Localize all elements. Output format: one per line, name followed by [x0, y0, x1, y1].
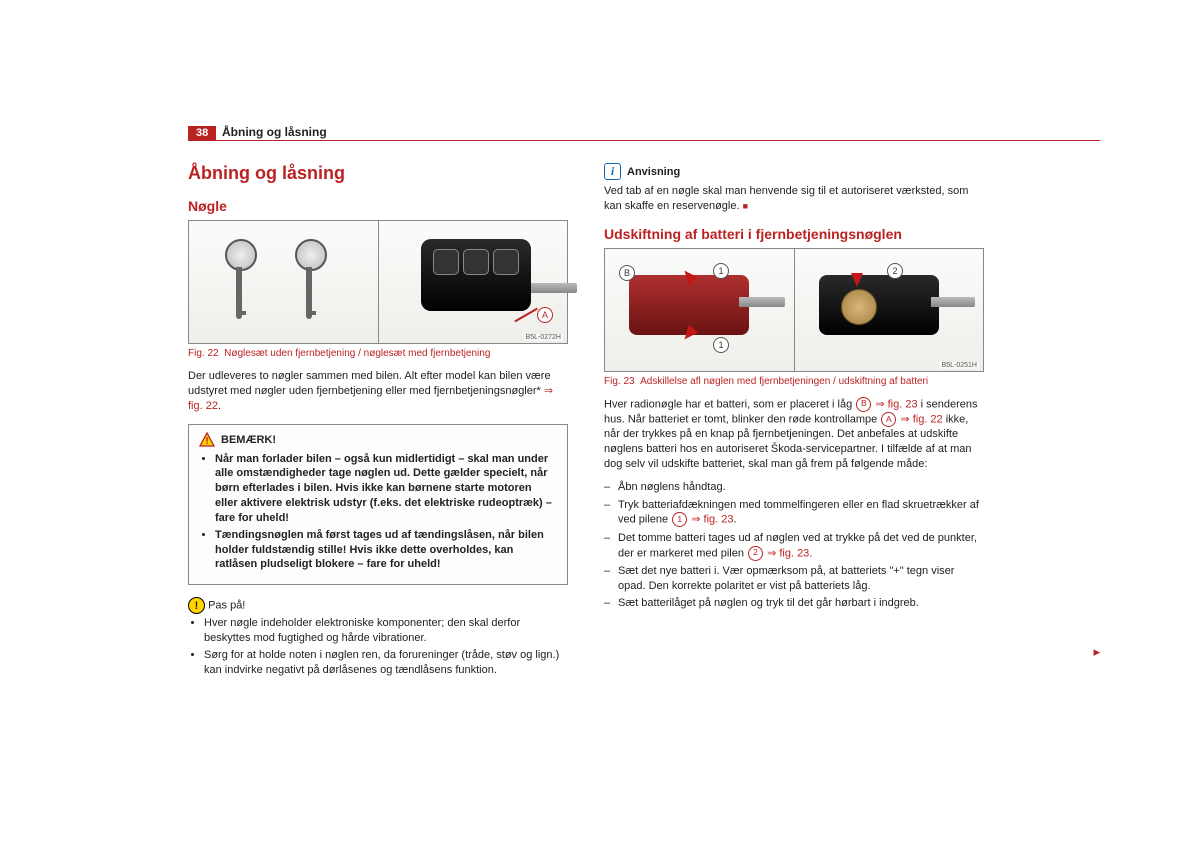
step-3: Det tomme batteri tages ud af nøglen ved… [604, 531, 984, 561]
warning-box: ! BEMÆRK! Når man forlader bilen – også … [188, 424, 568, 586]
red-arrow-3 [851, 273, 863, 287]
callout-marker-2: 2 [887, 263, 903, 279]
continuation-arrow-icon: ▸ [1093, 644, 1100, 660]
step-1: Åbn nøglens håndtag. [604, 480, 984, 495]
inline-marker-2: 2 [748, 546, 763, 561]
note-title: Anvisning [627, 166, 680, 178]
callout-marker-1-bottom: 1 [713, 337, 729, 353]
figure-divider-2 [794, 249, 795, 371]
warning-header: ! BEMÆRK! [199, 432, 557, 448]
figure-23-caption: Fig. 23 Adskillelse afl nøglen med fjern… [604, 376, 984, 387]
fig-ref-22b: ⇒ fig. 22 [900, 413, 942, 425]
warning-list: Når man forlader bilen – også kun midler… [199, 452, 557, 573]
figure-22-caption: Fig. 22 Nøglesæt uden fjernbetjening / n… [188, 348, 568, 359]
chapter-title: Åbning og låsning [188, 163, 568, 184]
callout-marker-1-top: 1 [713, 263, 729, 279]
section-end-marker: ■ [743, 201, 748, 211]
figure-code-2: B5L-0251H [940, 362, 979, 369]
steps-list: Åbn nøglens håndtag. Tryk batteriafdækni… [604, 480, 984, 612]
callout-marker-a: A [537, 307, 553, 323]
step-2b: . [734, 514, 737, 526]
key-blade-2 [306, 267, 312, 319]
left-column: Åbning og låsning Nøgle A B5L-0272H [188, 163, 568, 682]
step-4: Sæt det nye batteri i. Vær opmærksom på,… [604, 564, 984, 594]
figure-divider [378, 221, 379, 343]
intro-paragraph: Der udleveres to nøgler sammen med bilen… [188, 369, 568, 414]
note-text: Ved tab af en nøgle skal man henvende si… [604, 185, 968, 212]
figure-label-23: Fig. 23 [604, 376, 635, 387]
caution-item-1: Hver nøgle indeholder elektroniske kompo… [204, 616, 568, 646]
header-rule [188, 140, 1100, 141]
inline-marker-1: 1 [672, 512, 687, 527]
key-blade-right [931, 297, 975, 307]
inline-marker-a: A [881, 412, 896, 427]
step-5: Sæt batterilåget på nøglen og tryk til d… [604, 596, 984, 611]
section-title-keys: Nøgle [188, 198, 568, 214]
inline-marker-b: B [856, 397, 871, 412]
figure-caption-text-23: Adskillelse afl nøglen med fjernbetjenin… [640, 376, 928, 387]
key-blade-left [739, 297, 785, 307]
step-2: Tryk batteriafdækningen med tommelfinger… [604, 498, 984, 528]
step-3b: . [809, 547, 812, 559]
manual-page: 38 Åbning og låsning Åbning og låsning N… [0, 0, 1200, 722]
fob-button-trunk-icon [463, 249, 489, 275]
right-column: i Anvisning Ved tab af en nøgle skal man… [604, 163, 984, 682]
remote-key-fob [421, 239, 531, 311]
fig-ref-23c: ⇒ fig. 23 [767, 547, 809, 559]
key-body-black [819, 275, 939, 335]
key-blade-1 [236, 267, 242, 319]
figure-22: A B5L-0272H [188, 220, 568, 344]
figure-label: Fig. 22 [188, 348, 219, 359]
info-icon: i [604, 163, 621, 180]
figure-caption-text: Nøglesæt uden fjernbetjening / nøglesæt … [224, 348, 490, 359]
figure-23: B 1 1 2 B5L-0251H [604, 248, 984, 372]
fig-ref-23b: ⇒ fig. 23 [691, 514, 733, 526]
intro-end: . [218, 400, 221, 412]
note-header: i Anvisning [604, 163, 984, 180]
battery-coin-icon [841, 289, 877, 325]
caution-header: ! Pas på! [188, 597, 568, 614]
warning-triangle-icon: ! [199, 432, 215, 448]
warning-title: BEMÆRK! [221, 434, 276, 446]
fob-key-blade [531, 283, 577, 293]
caution-list: Hver nøgle indeholder elektroniske kompo… [188, 616, 568, 677]
figure-code: B5L-0272H [524, 334, 563, 341]
fig-ref-23a: ⇒ fig. 23 [875, 398, 917, 410]
svg-text:!: ! [205, 436, 208, 447]
p1-a: Hver radionøgle har et batteri, som er p… [604, 398, 855, 410]
warning-item-1: Når man forlader bilen – også kun midler… [215, 452, 557, 526]
fob-button-unlock-icon [493, 249, 519, 275]
section-title-battery: Udskiftning af batteri i fjernbetjenings… [604, 226, 984, 242]
note-paragraph: Ved tab af en nøgle skal man henvende si… [604, 184, 984, 214]
caution-item-2: Sørg for at holde noten i nøglen ren, da… [204, 648, 568, 678]
caution-title: Pas på! [208, 600, 245, 612]
battery-paragraph: Hver radionøgle har et batteri, som er p… [604, 397, 984, 472]
two-column-layout: Åbning og låsning Nøgle A B5L-0272H [188, 163, 1080, 682]
intro-text: Der udleveres to nøgler sammen med bilen… [188, 370, 551, 397]
fob-button-lock-icon [433, 249, 459, 275]
running-header: Åbning og låsning [222, 125, 327, 139]
callout-marker-b: B [619, 265, 635, 281]
warning-item-2: Tændingsnøglen må først tages ud af tænd… [215, 528, 557, 573]
page-number-tab: 38 [188, 126, 216, 140]
caution-circle-icon: ! [188, 597, 205, 614]
